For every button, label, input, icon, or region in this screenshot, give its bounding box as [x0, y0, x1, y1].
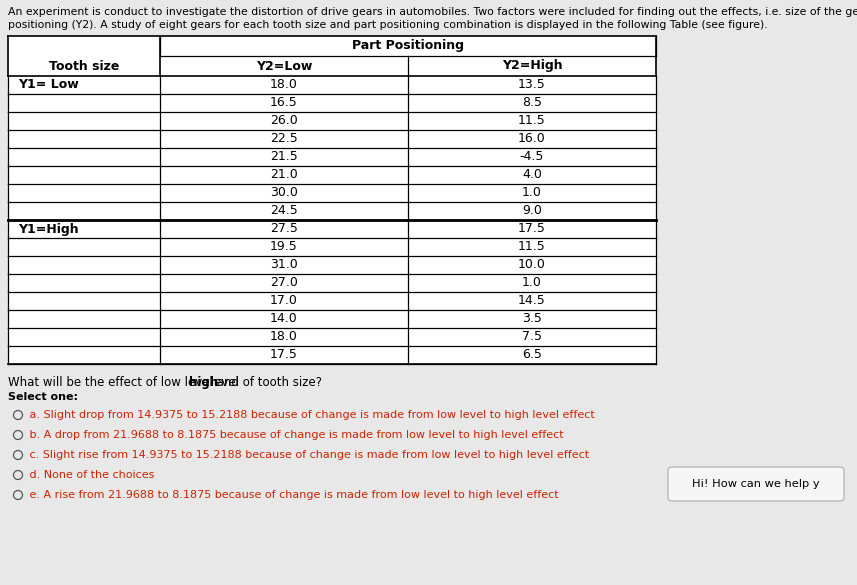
- Text: 18.0: 18.0: [270, 78, 298, 91]
- Text: Y2=Low: Y2=Low: [255, 60, 312, 73]
- Text: 11.5: 11.5: [518, 240, 546, 253]
- Text: 16.0: 16.0: [518, 132, 546, 146]
- Text: 21.5: 21.5: [270, 150, 298, 163]
- Text: What will be the effect of low level and: What will be the effect of low level and: [8, 376, 243, 389]
- Text: -4.5: -4.5: [520, 150, 544, 163]
- Text: Part Positioning: Part Positioning: [352, 40, 464, 53]
- Text: 31.0: 31.0: [270, 259, 298, 271]
- Text: 16.5: 16.5: [270, 97, 298, 109]
- Text: c. Slight rise from 14.9375 to 15.2188 because of change is made from low level : c. Slight rise from 14.9375 to 15.2188 b…: [27, 450, 590, 460]
- Text: 4.0: 4.0: [522, 168, 542, 181]
- Text: a. Slight drop from 14.9375 to 15.2188 because of change is made from low level : a. Slight drop from 14.9375 to 15.2188 b…: [27, 410, 596, 420]
- Text: 1.0: 1.0: [522, 277, 542, 290]
- Text: 17.0: 17.0: [270, 294, 298, 308]
- Text: 14.0: 14.0: [270, 312, 298, 325]
- Text: 8.5: 8.5: [522, 97, 542, 109]
- Text: positioning (Y2). A study of eight gears for each tooth size and part positionin: positioning (Y2). A study of eight gears…: [8, 20, 768, 30]
- Text: Tooth size: Tooth size: [49, 60, 119, 73]
- Text: 17.5: 17.5: [270, 349, 298, 362]
- Bar: [8, 36, 656, 364]
- Text: e. A rise from 21.9688 to 8.1875 because of change is made from low level to hig: e. A rise from 21.9688 to 8.1875 because…: [27, 490, 559, 500]
- Text: 7.5: 7.5: [522, 331, 542, 343]
- Text: 21.0: 21.0: [270, 168, 298, 181]
- Text: 10.0: 10.0: [518, 259, 546, 271]
- Text: 3.5: 3.5: [522, 312, 542, 325]
- Text: 13.5: 13.5: [518, 78, 546, 91]
- Text: 17.5: 17.5: [518, 222, 546, 236]
- Text: 18.0: 18.0: [270, 331, 298, 343]
- Text: Y1= Low: Y1= Low: [18, 78, 79, 91]
- Text: 26.0: 26.0: [270, 115, 298, 128]
- Text: An experiment is conduct to investigate the distortion of drive gears in automob: An experiment is conduct to investigate …: [8, 7, 857, 17]
- Text: 22.5: 22.5: [270, 132, 298, 146]
- Text: Hi! How can we help y: Hi! How can we help y: [692, 479, 820, 489]
- Text: 24.5: 24.5: [270, 205, 298, 218]
- Text: level of tooth size?: level of tooth size?: [207, 376, 322, 389]
- Text: 14.5: 14.5: [518, 294, 546, 308]
- Text: 11.5: 11.5: [518, 115, 546, 128]
- Text: 6.5: 6.5: [522, 349, 542, 362]
- Text: Y1=High: Y1=High: [18, 222, 79, 236]
- Text: 27.5: 27.5: [270, 222, 298, 236]
- Text: Y2=High: Y2=High: [501, 60, 562, 73]
- Text: b. A drop from 21.9688 to 8.1875 because of change is made from low level to hig: b. A drop from 21.9688 to 8.1875 because…: [27, 430, 564, 440]
- Text: 19.5: 19.5: [270, 240, 298, 253]
- Text: 1.0: 1.0: [522, 187, 542, 199]
- Text: d. None of the choices: d. None of the choices: [27, 470, 155, 480]
- Text: 27.0: 27.0: [270, 277, 298, 290]
- Text: 9.0: 9.0: [522, 205, 542, 218]
- Text: high: high: [189, 376, 219, 389]
- Text: 30.0: 30.0: [270, 187, 298, 199]
- FancyBboxPatch shape: [668, 467, 844, 501]
- Text: Select one:: Select one:: [8, 392, 78, 402]
